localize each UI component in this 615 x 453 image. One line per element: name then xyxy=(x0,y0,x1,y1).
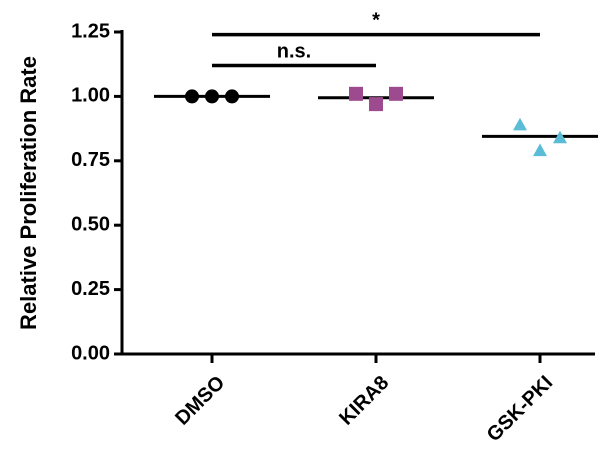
x-tick-label: KIRA8 xyxy=(335,372,393,430)
x-ticks: DMSO KIRA8 GSK-PKI xyxy=(171,354,557,446)
significance-annotations: n.s. * xyxy=(212,10,540,66)
data-point-circle xyxy=(225,89,239,103)
data-point-triangle xyxy=(513,118,527,131)
y-tick-label: 1.00 xyxy=(71,85,110,107)
y-tick-label: 0.75 xyxy=(71,149,110,171)
y-tick-label: 1.25 xyxy=(71,20,110,42)
data-point-circle xyxy=(185,89,199,103)
y-ticks: 0.00 0.25 0.50 0.75 1.00 1.25 xyxy=(71,20,122,364)
data-point-square xyxy=(389,87,403,101)
x-tick-label: DMSO xyxy=(171,372,229,430)
y-tick-label: 0.25 xyxy=(71,278,110,300)
y-tick-label: 0.50 xyxy=(71,213,110,235)
data-point-square xyxy=(349,87,363,101)
x-tick-label: GSK-PKI xyxy=(483,372,557,446)
data-point-square xyxy=(369,97,383,111)
y-axis-label: Relative Proliferation Rate xyxy=(16,56,41,330)
y-tick-label: 0.00 xyxy=(71,342,110,364)
data-point-triangle xyxy=(533,143,547,156)
data-point-circle xyxy=(205,89,219,103)
significance-label: n.s. xyxy=(277,40,311,62)
significance-label: * xyxy=(372,10,380,32)
